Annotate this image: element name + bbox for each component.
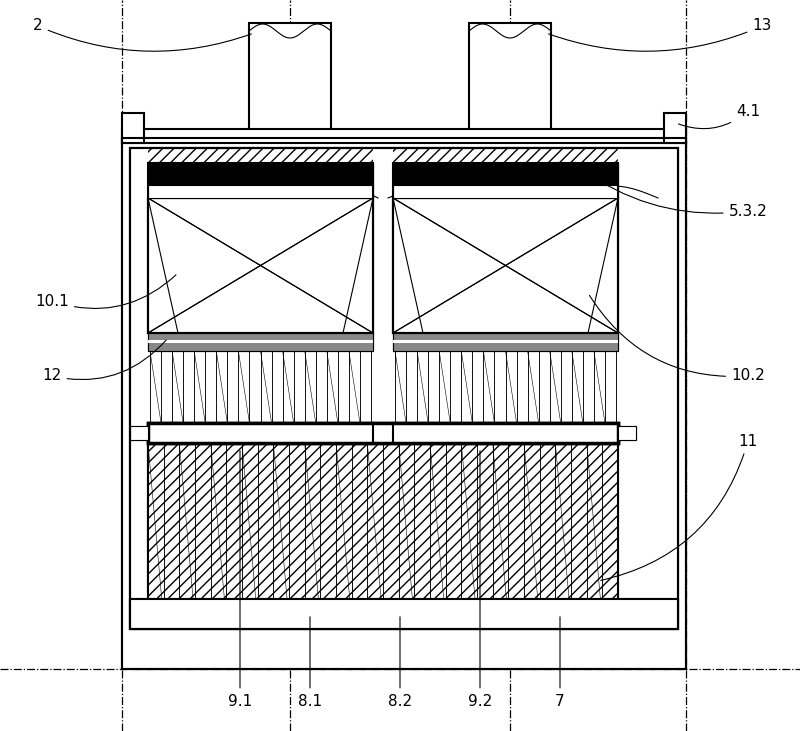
Bar [122,113,144,143]
Bar [393,163,618,623]
Bar [130,148,148,629]
Bar [393,163,618,333]
Bar [148,198,373,333]
Bar [130,148,678,629]
Bar [148,163,373,185]
Bar [130,426,148,440]
Bar [618,426,636,440]
Bar [618,148,678,629]
Bar [148,443,618,621]
Text: 2: 2 [33,18,251,51]
Bar [130,599,678,629]
Bar [393,185,618,198]
Bar [469,23,551,138]
Bar [393,340,618,343]
Bar [249,23,331,138]
Bar [148,333,373,351]
Bar [122,129,686,143]
Text: 10.2: 10.2 [590,295,765,384]
Bar [393,198,618,333]
Bar [148,443,618,621]
Bar [393,333,618,351]
Text: 10.1: 10.1 [35,275,176,308]
Bar [148,423,618,443]
Text: 12: 12 [42,340,166,384]
Bar [148,163,373,333]
Text: 9.2: 9.2 [468,451,492,708]
Bar [148,333,373,351]
Bar [148,198,373,333]
Bar [122,138,686,669]
Text: 13: 13 [549,18,772,51]
Bar [618,426,636,440]
Bar [148,340,373,343]
Bar [130,599,678,629]
Bar [393,198,618,333]
Bar [393,163,618,621]
Bar [393,163,618,185]
Bar [148,340,373,343]
Bar [148,423,618,443]
Bar [148,163,373,621]
Text: 8.2: 8.2 [388,617,412,708]
Text: 7: 7 [555,617,565,708]
Bar [130,148,678,629]
Bar [148,185,373,198]
Bar [130,148,678,629]
Bar [148,185,373,198]
Text: 5.3.2: 5.3.2 [582,170,767,219]
Bar [130,426,148,440]
Text: 4.1: 4.1 [678,104,760,129]
Text: 8.1: 8.1 [298,617,322,708]
Bar [393,163,618,185]
Text: 11: 11 [601,433,758,580]
Text: 9.1: 9.1 [228,451,252,708]
Bar [664,113,686,143]
Bar [122,138,686,669]
Bar [393,340,618,343]
Bar [393,333,618,351]
Bar [393,185,618,198]
Bar [373,148,393,629]
Bar [148,163,373,623]
Bar [148,163,373,185]
